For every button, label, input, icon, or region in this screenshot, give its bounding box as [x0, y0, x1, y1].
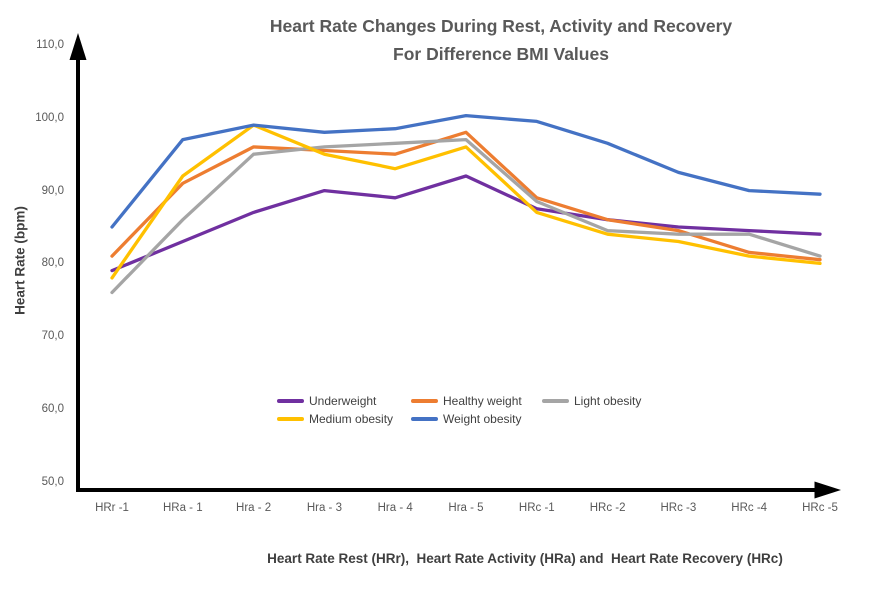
y-tick-label: 110,0 [36, 39, 64, 51]
y-tick-label: 50,0 [41, 475, 64, 488]
x-tick-label: HRa - 1 [162, 502, 203, 514]
legend-label: Medium obesity [309, 412, 394, 426]
legend-marker-icon [411, 399, 438, 403]
y-tick-label: 70,0 [41, 330, 64, 343]
legend-item-underweight: Underweight [277, 394, 411, 408]
series-line-healthy-weight [110, 130, 822, 262]
y-axis-arrowhead-icon [69, 33, 87, 60]
series-line-underweight [110, 174, 822, 273]
x-tick-label: HRr -1 [95, 502, 129, 514]
legend-label: Healthy weight [443, 394, 522, 408]
legend-marker-icon [411, 417, 438, 421]
x-tick-label: Hra - 4 [377, 502, 413, 514]
x-tick-label: HRc -2 [589, 502, 626, 514]
chart-title-line2: For Difference BMI Values [393, 44, 609, 64]
series-line-medium-obesity [110, 123, 822, 280]
x-axis-title: Heart Rate Rest (HRr), Heart Rate Activi… [267, 551, 783, 566]
x-tick-label: Hra - 3 [306, 502, 342, 514]
chart-title-line1: Heart Rate Changes During Rest, Activity… [269, 16, 733, 36]
legend-marker-icon [542, 399, 569, 403]
y-tick-label: 80,0 [41, 257, 64, 270]
legend-item-weight-obesity: Weight obesity [411, 412, 542, 426]
x-tick-label: HRc -4 [731, 502, 768, 514]
x-axis-arrowhead-icon [814, 481, 841, 499]
series-line-weight-obesity [110, 113, 822, 229]
legend: Underweight Healthy weight Light obesity Me… [277, 394, 692, 426]
y-tick-label: 90,0 [41, 184, 64, 197]
x-tick-label: Hra - 5 [448, 502, 484, 514]
x-tick-label: HRc -5 [802, 502, 838, 514]
legend-item-light-obesity: Light obesity [542, 394, 692, 408]
legend-item-medium-obesity: Medium obesity [277, 412, 411, 426]
y-tick-label: 60,0 [41, 402, 64, 415]
legend-marker-icon [277, 399, 304, 403]
x-tick-label: Hra - 2 [236, 502, 272, 514]
legend-label: Weight obesity [443, 412, 522, 426]
x-tick-label: HRc -1 [518, 502, 555, 514]
legend-label: Underweight [309, 394, 377, 408]
series-line-light-obesity [110, 137, 822, 295]
legend-item-healthy-weight: Healthy weight [411, 394, 542, 408]
x-tick-label: HRc -3 [660, 502, 697, 514]
chart-title: Heart Rate Changes During Rest, Activity… [131, 12, 869, 68]
series-lines [110, 113, 822, 295]
y-tick-label: 100,0 [35, 111, 64, 124]
legend-marker-icon [277, 417, 304, 421]
legend-label: Light obesity [574, 394, 642, 408]
